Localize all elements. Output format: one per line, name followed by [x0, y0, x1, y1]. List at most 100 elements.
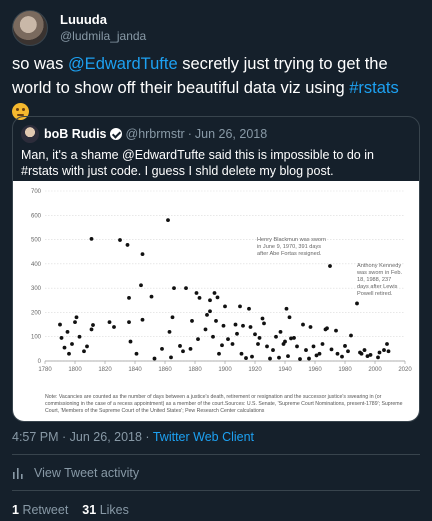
data-point [295, 344, 299, 349]
data-point [355, 301, 359, 306]
verified-badge-icon [109, 128, 122, 140]
data-point [190, 319, 194, 323]
data-point [208, 298, 212, 303]
y-tick-label: 300 [31, 286, 42, 292]
divider [12, 490, 420, 491]
data-point [205, 312, 209, 317]
data-point [149, 294, 154, 299]
x-tick-label: 1820 [98, 367, 112, 373]
data-point [368, 353, 373, 357]
avatar[interactable] [12, 10, 48, 46]
author-names: Luuuda @ludmila_janda [60, 12, 146, 44]
data-point [58, 322, 62, 327]
data-point [292, 336, 296, 340]
data-point [328, 264, 332, 268]
data-point [91, 323, 95, 327]
data-point [208, 309, 212, 314]
data-point [349, 333, 353, 338]
data-point [140, 252, 145, 257]
data-point [169, 355, 173, 360]
engagement-stats: 1 Retweet 31 Likes [12, 503, 129, 517]
data-point [343, 344, 347, 348]
data-point [283, 339, 287, 344]
quoted-tweet-header: boB Rudis @hrbrmstr · Jun 26, 2018 [21, 125, 267, 143]
chart-annotation: after Abe Fortas resigned. [257, 251, 322, 257]
data-point [298, 357, 302, 361]
separator-dot: · [187, 127, 192, 141]
data-point [265, 344, 269, 349]
data-point [365, 354, 370, 359]
data-point [167, 329, 172, 334]
data-point [82, 349, 86, 354]
like-count[interactable]: 31 [82, 503, 97, 517]
data-point [304, 348, 308, 352]
data-point [256, 342, 260, 346]
data-point [181, 349, 185, 354]
x-tick-label: 1900 [218, 367, 232, 373]
x-tick-label: 1980 [338, 367, 352, 373]
data-point [241, 323, 245, 328]
x-tick-label: 2000 [368, 367, 382, 373]
tweet-text-part: secretly just trying to get the world to… [12, 55, 388, 97]
retweet-label[interactable]: Retweet [22, 503, 69, 517]
data-point [67, 351, 71, 356]
data-point [59, 336, 64, 340]
author-handle[interactable]: @ludmila_janda [60, 29, 147, 43]
x-tick-label: 1940 [278, 367, 292, 373]
author-display-name[interactable]: Luuuda [60, 12, 107, 27]
timestamp[interactable]: 4:57 PM · Jun 26, 2018 [12, 430, 142, 444]
data-point [160, 346, 164, 351]
data-point [233, 322, 238, 327]
data-point [248, 325, 253, 329]
y-tick-label: 400 [31, 262, 42, 268]
quoted-handle: @hrbrmstr [125, 127, 185, 141]
data-point [284, 306, 289, 311]
data-point [376, 355, 380, 360]
data-point [274, 334, 278, 339]
data-point [314, 353, 319, 358]
data-point [311, 344, 316, 349]
y-tick-label: 100 [31, 335, 42, 341]
data-point [257, 336, 262, 340]
tweet-activity-link[interactable]: View Tweet activity [12, 466, 139, 480]
data-point [170, 315, 175, 320]
data-point [77, 334, 82, 339]
meta-separator: · [141, 430, 153, 444]
data-point [134, 351, 139, 356]
data-point [308, 325, 313, 329]
data-point [196, 337, 200, 342]
chart-annotation: Anthony Kennedy [357, 263, 401, 269]
x-tick-label: 1920 [248, 367, 262, 373]
tweet-text-part: so was [12, 55, 68, 73]
chart-annotation: Powell retired. [357, 291, 393, 297]
quoted-date: Jun 26, 2018 [194, 127, 268, 141]
data-point [271, 348, 275, 352]
y-tick-label: 200 [31, 310, 42, 316]
like-label[interactable]: Likes [99, 503, 129, 517]
data-point [334, 328, 338, 333]
data-point [188, 346, 193, 351]
y-tick-label: 0 [38, 359, 42, 365]
data-point [127, 295, 131, 300]
bar-chart-icon [13, 468, 23, 479]
thinking-face-icon [12, 103, 29, 120]
quoted-tweet[interactable]: boB Rudis @hrbrmstr · Jun 26, 2018 Man, … [12, 116, 420, 422]
data-point [139, 283, 143, 288]
x-tick-label: 1840 [128, 367, 142, 373]
chart-image: 0 100 200 300 400 500 600 700 1780 1800 1820 1840 18… [13, 181, 419, 421]
data-point [215, 295, 220, 300]
retweet-count[interactable]: 1 [12, 503, 19, 517]
data-point [244, 356, 248, 360]
data-point [166, 218, 170, 223]
data-point [362, 348, 367, 352]
chart-annotation: was sworn in Feb. [356, 270, 403, 276]
client-link[interactable]: Twitter Web Client [152, 430, 255, 444]
x-tick-label: 1860 [158, 367, 172, 373]
data-point [172, 286, 176, 291]
data-point [320, 342, 325, 346]
data-point [212, 291, 217, 295]
data-point [278, 329, 283, 334]
mention-link[interactable]: @EdwardTufte [67, 55, 178, 73]
data-point [307, 356, 311, 361]
hashtag-link[interactable]: #rstats [349, 79, 399, 97]
